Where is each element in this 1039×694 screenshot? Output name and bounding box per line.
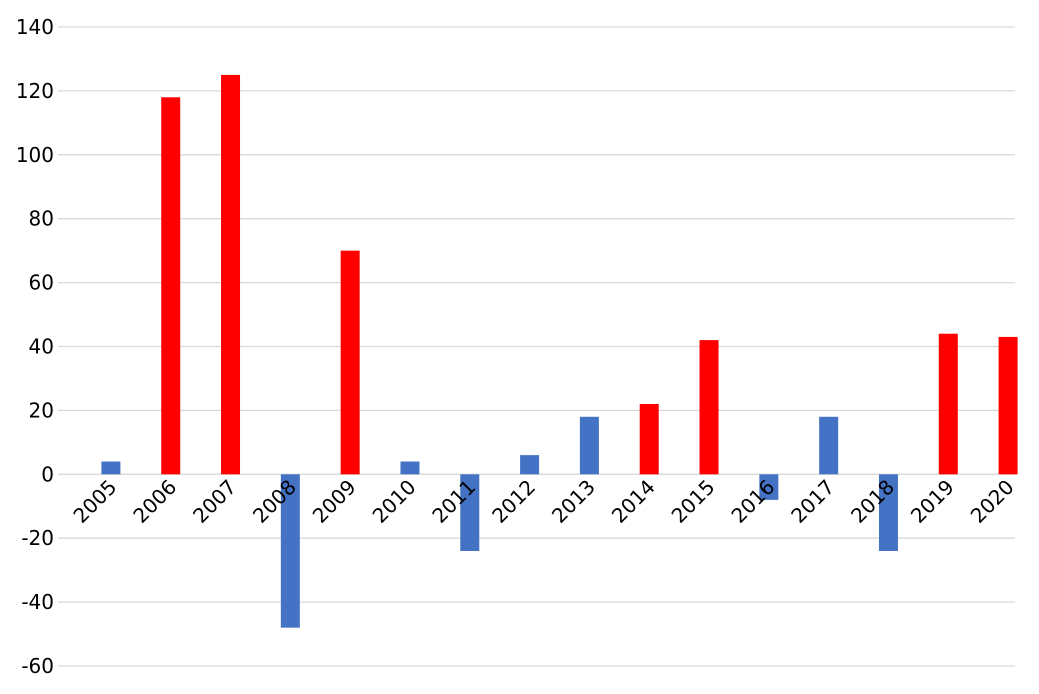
x-tick-label: 2006	[128, 475, 181, 528]
bar-2012	[520, 455, 540, 475]
gridlines	[58, 26, 1015, 667]
y-tick-label: -40	[21, 590, 54, 614]
bars	[101, 74, 1018, 628]
bar-2006	[161, 97, 181, 475]
bar-2017	[819, 416, 839, 475]
y-tick-label: 20	[29, 398, 54, 422]
x-tick-label: 2009	[308, 475, 361, 528]
bar-2010	[400, 461, 420, 475]
bar-2008	[280, 474, 300, 628]
x-tick-label: 2013	[547, 475, 600, 528]
y-tick-label: 140	[16, 15, 54, 39]
bar-2018	[878, 474, 898, 551]
bar-2011	[460, 474, 480, 551]
y-tick-label: -20	[21, 526, 54, 550]
y-tick-label: 40	[29, 335, 54, 359]
bar-2005	[101, 461, 121, 475]
bar-2015	[699, 340, 719, 475]
y-tick-label: 100	[16, 143, 54, 167]
y-tick-label: 80	[29, 207, 54, 231]
y-tick-label: 60	[29, 271, 54, 295]
y-tick-label: 0	[41, 462, 54, 486]
bar-2009	[340, 250, 360, 475]
x-axis-tick-labels: 2005 2006 2007 2008 2009 2010 2011 2012 2013 2014…	[68, 475, 1018, 528]
x-tick-label: 2017	[786, 475, 839, 528]
bar-2020	[998, 336, 1018, 475]
bar-2007	[221, 74, 241, 475]
x-tick-label: 2012	[487, 475, 540, 528]
x-tick-label: 2015	[667, 475, 720, 528]
x-tick-label: 2019	[906, 475, 959, 528]
y-tick-label: -60	[21, 654, 54, 678]
x-tick-label: 2007	[188, 475, 241, 528]
bar-2013	[579, 416, 599, 475]
x-tick-label: 2020	[966, 475, 1019, 528]
x-tick-label: 2014	[607, 475, 660, 528]
x-tick-label: 2005	[68, 475, 121, 528]
bar-2019	[938, 333, 958, 475]
y-tick-label: 120	[16, 79, 54, 103]
x-tick-label: 2010	[368, 475, 421, 528]
bar-2014	[639, 404, 659, 475]
y-axis-tick-labels: -60 -40 -20 0 20 40 60 80 100 120 140	[16, 15, 54, 678]
bar-2016	[759, 474, 779, 500]
